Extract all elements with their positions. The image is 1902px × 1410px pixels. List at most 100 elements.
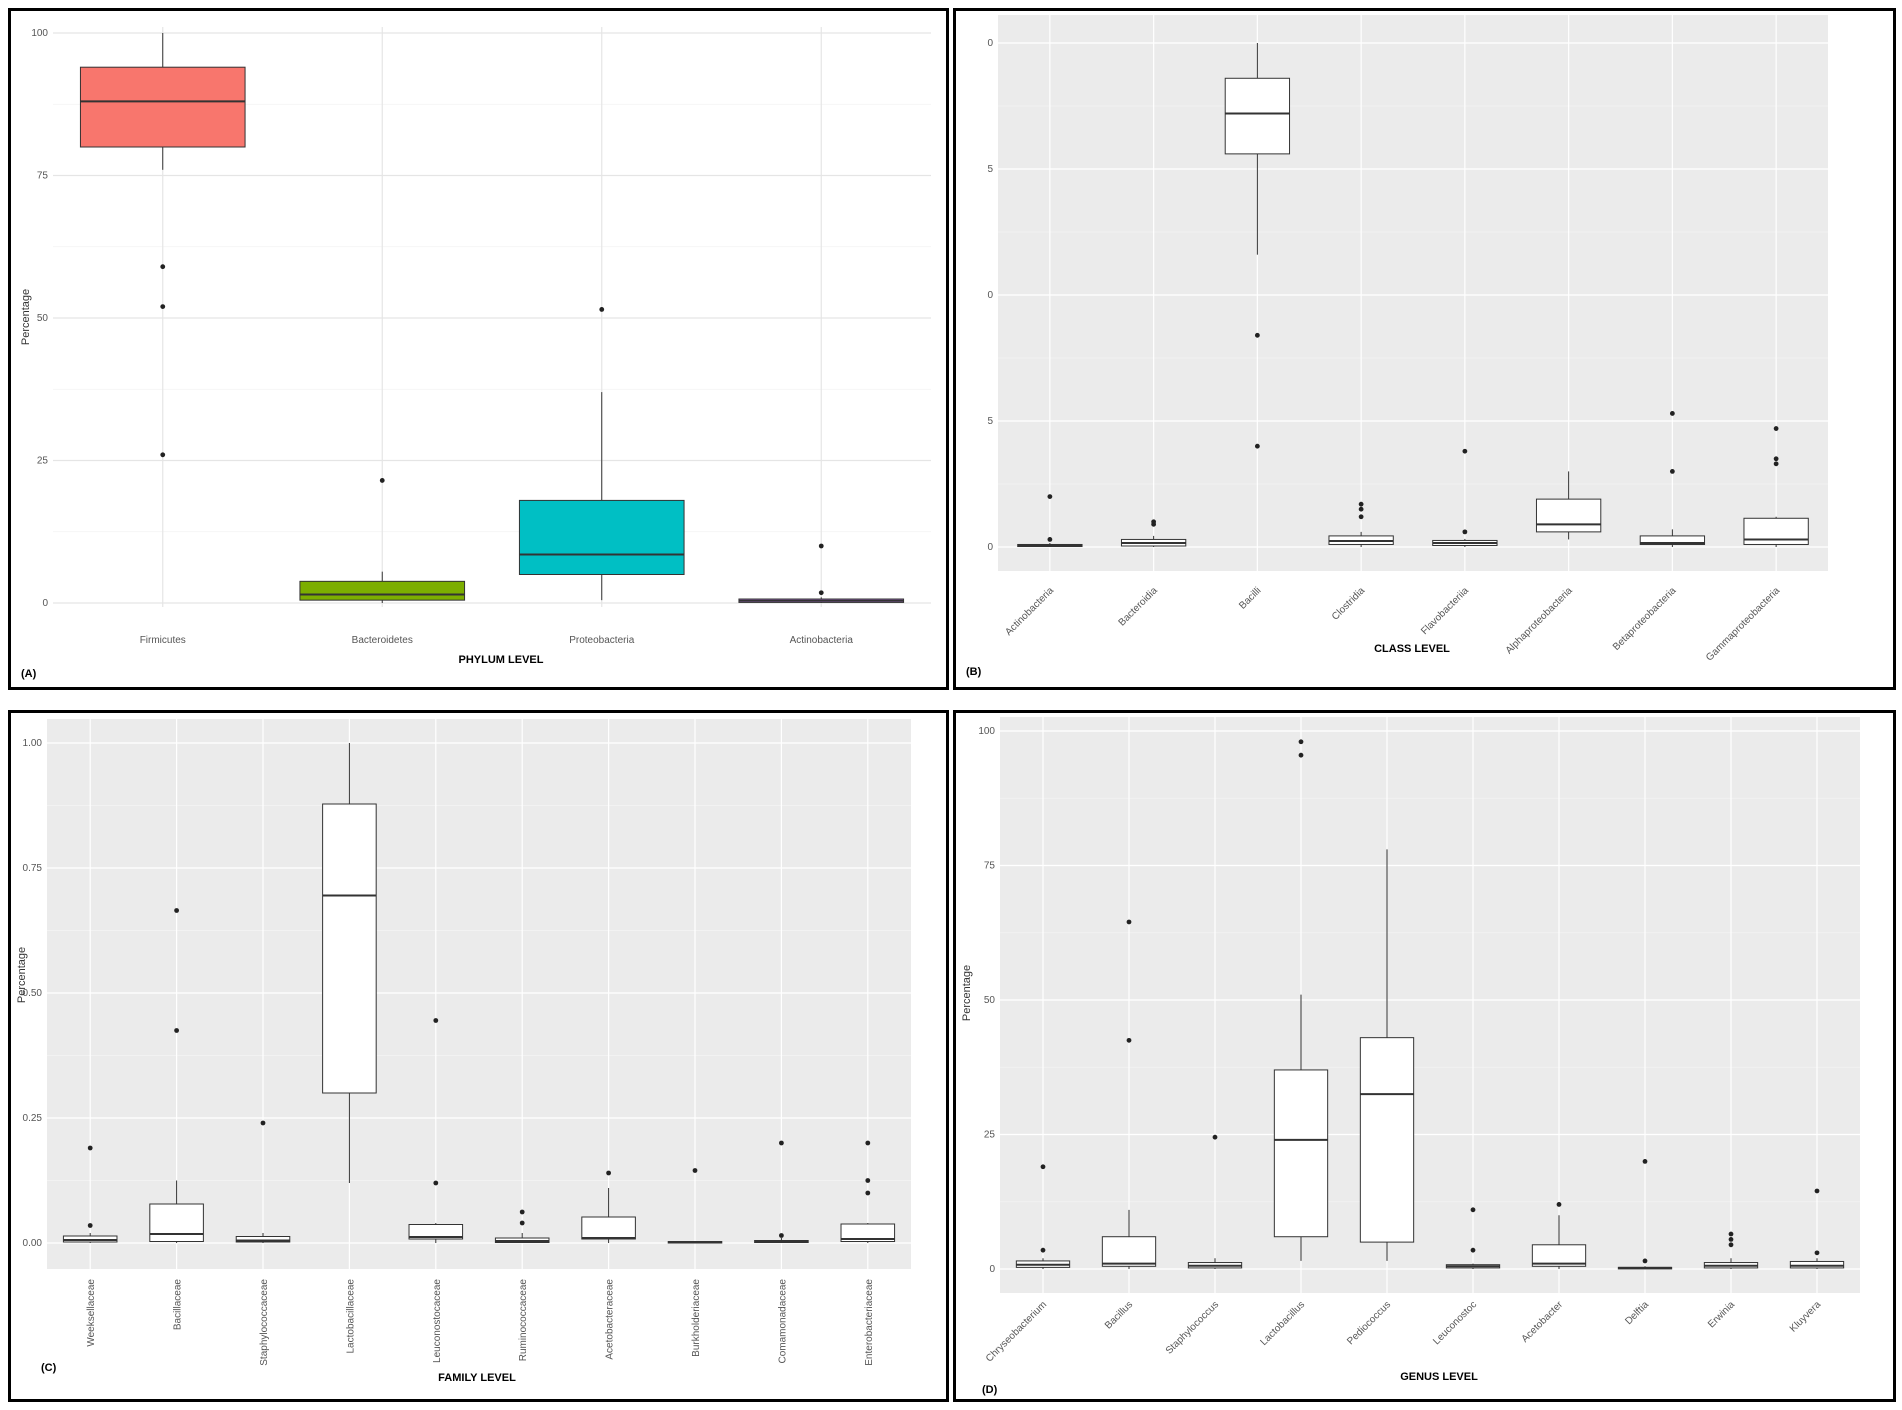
panel-label: (C) xyxy=(41,1362,57,1374)
x-tick-label: Bacilli xyxy=(1237,585,1263,611)
outlier-point xyxy=(1151,521,1157,527)
outlier-point xyxy=(1358,506,1364,512)
outlier-point xyxy=(1470,1207,1476,1213)
box-acetobacter xyxy=(1531,1244,1587,1267)
outlier-point xyxy=(433,1180,439,1186)
outlier-point xyxy=(1728,1237,1734,1242)
y-tick-label: 0 xyxy=(987,290,993,301)
outlier-point xyxy=(1254,443,1260,449)
box-betaproteobacteria xyxy=(1639,535,1706,545)
x-tick-label: Acetobacter xyxy=(1520,1299,1566,1345)
outlier-point xyxy=(1642,1159,1648,1164)
outlier-point xyxy=(606,1170,611,1176)
y-tick-label: 75 xyxy=(37,171,49,182)
outlier-point xyxy=(1814,1250,1820,1256)
y-axis-title: Percentage xyxy=(20,289,32,345)
x-tick-label: Kluyvera xyxy=(1788,1299,1824,1335)
plot-background xyxy=(47,719,911,1269)
panel-label: (D) xyxy=(982,1384,998,1396)
box-gammaproteobacteria xyxy=(1743,517,1809,545)
outlier-point xyxy=(1462,529,1468,535)
x-tick-label: Bacillus xyxy=(1103,1299,1135,1331)
box-proteobacteria xyxy=(518,499,685,575)
box-staphylococcaceae xyxy=(235,1236,291,1243)
outlier-point xyxy=(1126,919,1132,925)
outlier-point xyxy=(818,543,824,549)
y-tick-label: 100 xyxy=(31,28,48,39)
outlier-point xyxy=(818,590,824,596)
outlier-point xyxy=(599,307,605,312)
outlier-point xyxy=(1556,1202,1562,1207)
outlier-point xyxy=(433,1018,439,1023)
box-bacilli xyxy=(1224,77,1291,155)
outlier-point xyxy=(865,1190,871,1196)
x-tick-label: Leuconostoc xyxy=(1431,1299,1479,1347)
chart-class: 0 5 0 5 0 Actinobacteria Bacteroidia Bacilli Clo… xyxy=(966,15,1828,678)
box-bacillaceae xyxy=(149,1203,204,1242)
y-tick-label: 25 xyxy=(984,1130,996,1141)
x-tick-label: Staphylococcaceae xyxy=(259,1279,270,1366)
outlier-point xyxy=(87,1145,93,1151)
x-tick-label: Bacteroidia xyxy=(1117,585,1160,628)
outlier-point xyxy=(865,1178,871,1183)
y-axis-title: Percentage xyxy=(961,965,973,1021)
outlier-point xyxy=(1814,1188,1820,1194)
y-tick-label: 0 xyxy=(987,38,993,49)
box-leuconostocaceae xyxy=(408,1224,464,1240)
plot-background xyxy=(998,15,1828,571)
y-tick-label: 0.75 xyxy=(23,863,43,874)
box-lactobacillaceae xyxy=(322,803,377,1094)
x-axis-title: FAMILY LEVEL xyxy=(438,1372,516,1384)
outlier-point xyxy=(1298,739,1304,745)
outlier-point xyxy=(779,1140,784,1146)
outlier-point xyxy=(1728,1242,1734,1248)
y-axis-title: Percentage xyxy=(16,947,28,1003)
x-tick-label: Actinobacteria xyxy=(1003,585,1056,638)
x-axis-title: GENUS LEVEL xyxy=(1400,1371,1478,1383)
y-tick-label: 5 xyxy=(987,164,993,175)
outlier-point xyxy=(692,1168,698,1173)
outlier-point xyxy=(1126,1037,1132,1043)
outlier-point xyxy=(1212,1134,1218,1140)
panel-label: (A) xyxy=(21,668,37,680)
chart-family: 0.00 0.25 0.50 0.75 1.00 Weeksellaceae Bacilla… xyxy=(16,719,911,1384)
outlier-point xyxy=(174,1028,180,1033)
x-tick-label: Bacteroidetes xyxy=(352,635,413,646)
y-tick-label: 0.00 xyxy=(23,1238,43,1249)
x-axis-title: CLASS LEVEL xyxy=(1374,643,1450,655)
x-tick-label: Lactobacillus xyxy=(1258,1299,1307,1348)
outlier-point xyxy=(1047,537,1053,542)
box-kluyvera xyxy=(1789,1260,1845,1269)
outlier-point xyxy=(1254,332,1260,338)
x-tick-label: Proteobacteria xyxy=(569,635,634,646)
y-tick-label: 0 xyxy=(42,598,48,609)
box-bacillus xyxy=(1101,1236,1157,1267)
x-tick-label: Staphylococcus xyxy=(1164,1299,1221,1356)
y-tick-label: 100 xyxy=(978,726,995,737)
x-tick-label: Pediococcus xyxy=(1345,1299,1393,1347)
x-tick-label: Flavobacteriia xyxy=(1419,585,1471,637)
box-bacteroidetes xyxy=(299,580,466,601)
panel-genus: 0 25 50 75 100 Chryseobacterium Bacillus Staphy… xyxy=(953,710,1896,1402)
outlier-point xyxy=(1040,1247,1046,1253)
outlier-point xyxy=(1669,411,1675,416)
x-tick-label: Leuconostocaceae xyxy=(432,1279,443,1363)
outlier-point xyxy=(1358,501,1364,507)
x-tick-label: Enterobacteriaceae xyxy=(864,1279,875,1366)
outlier-point xyxy=(1773,426,1779,431)
x-tick-label: Delftia xyxy=(1623,1299,1651,1327)
outlier-point xyxy=(87,1223,93,1228)
outlier-point xyxy=(160,452,166,458)
outlier-point xyxy=(1358,514,1364,520)
box-pediococcus xyxy=(1359,1037,1415,1243)
outlier-point xyxy=(1470,1247,1476,1253)
y-tick-label: 0 xyxy=(989,1264,995,1275)
outlier-point xyxy=(519,1209,525,1215)
y-tick-label: 0 xyxy=(987,542,993,553)
y-tick-label: 50 xyxy=(37,313,49,324)
chart-phylum: 0 25 50 75 100 Firmicutes Bacteroidetes Proteob… xyxy=(20,27,931,680)
box-lactobacillus xyxy=(1273,1069,1329,1238)
x-tick-label: Bacillaceae xyxy=(173,1279,184,1331)
y-tick-label: 0.50 xyxy=(23,988,43,999)
outlier-point xyxy=(1773,461,1779,467)
